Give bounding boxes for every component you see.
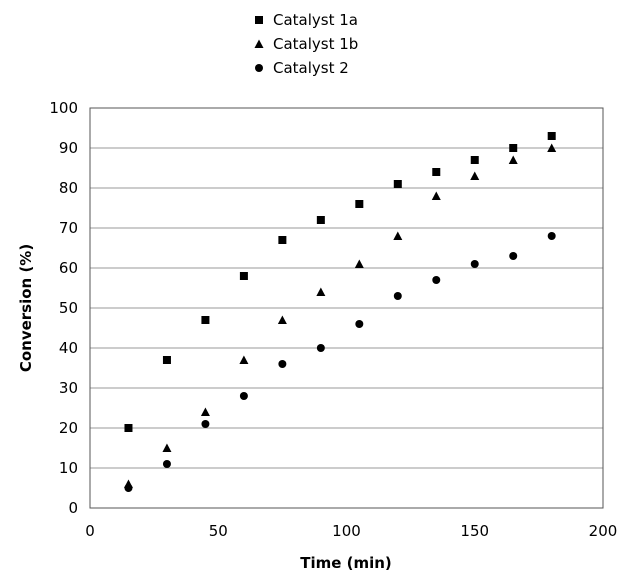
legend-label: Catalyst 2 (273, 59, 349, 77)
legend-item: Catalyst 2 (255, 59, 349, 77)
data-point (432, 168, 441, 176)
y-tick-label: 0 (68, 499, 78, 517)
data-point (201, 420, 210, 428)
y-tick-label: 60 (59, 259, 78, 277)
data-point (393, 231, 403, 240)
legend-marker (255, 16, 263, 24)
data-point (354, 259, 364, 268)
y-tick-label: 100 (49, 99, 78, 117)
data-point (316, 344, 325, 352)
gridlines (90, 147, 603, 469)
data-point (393, 180, 402, 188)
plot-area (89, 107, 604, 509)
data-point (162, 460, 171, 468)
data-point (509, 252, 518, 260)
data-point (355, 200, 364, 208)
data-point (239, 355, 249, 364)
data-point (508, 155, 518, 164)
data-point (470, 156, 479, 164)
data-point (124, 484, 133, 492)
data-point (239, 272, 248, 280)
y-tick-label: 30 (59, 379, 78, 397)
data-point (547, 143, 557, 152)
data-point (432, 276, 441, 284)
x-axis: 0 50 100 150 200 (85, 522, 617, 540)
x-tick-label: 150 (460, 522, 489, 540)
legend: Catalyst 1a Catalyst 1b Catalyst 2 (254, 11, 358, 77)
data-point (162, 443, 172, 452)
data-point (277, 315, 287, 324)
data-point (470, 171, 480, 180)
data-point (162, 356, 171, 364)
data-point (201, 316, 210, 324)
data-point (278, 360, 287, 368)
legend-item: Catalyst 1a (255, 11, 358, 29)
legend-marker (254, 39, 264, 48)
data-points (123, 132, 557, 492)
x-tick-label: 100 (332, 522, 361, 540)
data-point (316, 216, 325, 224)
y-tick-label: 50 (59, 299, 78, 317)
data-point (393, 292, 402, 300)
y-axis: 0 10 20 30 40 50 60 70 80 90 100 (49, 99, 78, 517)
data-point (239, 392, 248, 400)
y-tick-label: 20 (59, 419, 78, 437)
data-point (509, 144, 518, 152)
data-point (431, 191, 441, 200)
x-tick-label: 0 (85, 522, 95, 540)
data-point (547, 132, 556, 140)
data-point (124, 424, 133, 432)
y-tick-label: 70 (59, 219, 78, 237)
y-tick-label: 10 (59, 459, 78, 477)
legend-label: Catalyst 1a (273, 11, 358, 29)
data-point (316, 287, 326, 296)
legend-item: Catalyst 1b (254, 35, 358, 53)
y-tick-label: 90 (59, 139, 78, 157)
x-axis-title: Time (min) (300, 554, 392, 572)
y-tick-label: 40 (59, 339, 78, 357)
data-point (355, 320, 364, 328)
data-point (470, 260, 479, 268)
x-tick-label: 50 (209, 522, 228, 540)
data-point (200, 407, 210, 416)
legend-marker (255, 64, 263, 72)
y-axis-title: Conversion (%) (17, 244, 35, 372)
data-point (278, 236, 287, 244)
y-tick-label: 80 (59, 179, 78, 197)
x-tick-label: 200 (589, 522, 618, 540)
data-point (547, 232, 556, 240)
legend-label: Catalyst 1b (273, 35, 358, 53)
